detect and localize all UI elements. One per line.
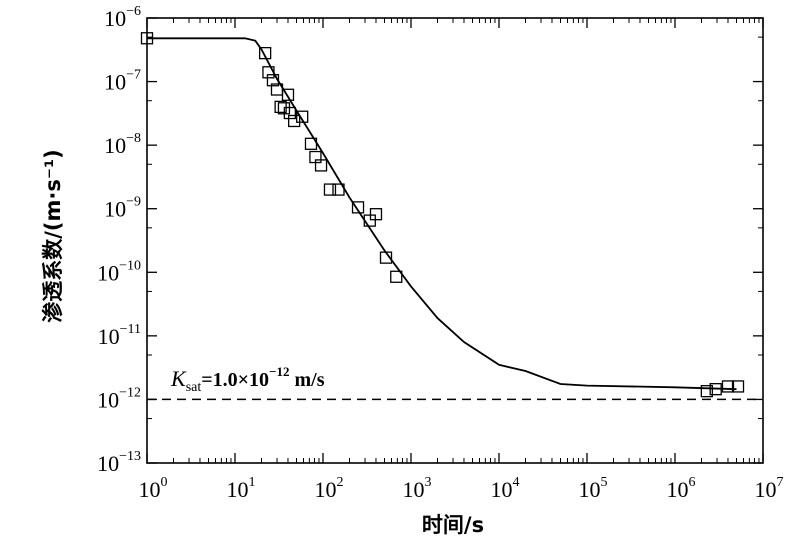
series-lines	[147, 37, 763, 401]
y-tick-label: 10−7	[104, 68, 141, 95]
x-axis-label: 时间/s	[422, 513, 484, 537]
data-point	[721, 380, 735, 393]
data-point	[266, 74, 280, 87]
y-tick-label: 10−6	[104, 4, 141, 31]
data-point	[351, 201, 365, 214]
data-point	[304, 137, 318, 150]
data-point	[379, 251, 393, 264]
data-markers	[140, 32, 745, 398]
y-tick-label: 10−12	[97, 385, 141, 412]
ksat-annotation: Ksat=1.0×10−12 m/s	[170, 364, 325, 395]
x-tick-label: 104	[491, 475, 520, 502]
data-point	[314, 159, 328, 172]
data-point	[731, 380, 745, 393]
x-tick-label: 105	[579, 475, 608, 502]
x-tick-label: 102	[315, 475, 344, 502]
x-tick-label: 103	[403, 475, 432, 502]
data-point	[296, 110, 309, 123]
x-tick-labels: 100 101 102 103 104 105 106 107	[139, 475, 784, 502]
tick-marks	[146, 17, 764, 464]
x-tick-label: 106	[667, 475, 696, 502]
y-axis-label: 渗透系数/(m·s⁻¹)	[41, 149, 65, 323]
data-point	[363, 214, 376, 227]
x-tick-label: 107	[755, 475, 784, 502]
y-tick-labels: 10−6 10−7 10−8 10−9 10−10 10−11 10−12 10−13	[97, 4, 141, 476]
y-tick-label: 10−11	[98, 322, 141, 349]
data-point	[140, 32, 154, 45]
data-point	[369, 208, 383, 221]
data-point	[258, 46, 272, 60]
data-point	[274, 100, 287, 114]
data-point	[323, 183, 337, 196]
data-point	[262, 66, 275, 79]
data-point	[287, 114, 301, 128]
data-point	[709, 383, 722, 396]
data-point	[700, 384, 713, 398]
y-tick-label: 10−10	[97, 258, 141, 285]
x-tick-label: 101	[227, 475, 256, 502]
fit-curve	[147, 37, 737, 391]
data-point	[332, 183, 345, 196]
y-tick-label: 10−8	[104, 131, 141, 158]
y-tick-label: 10−9	[104, 195, 141, 222]
plot-frame	[146, 17, 764, 464]
data-point	[390, 270, 403, 283]
y-tick-label: 10−13	[97, 449, 141, 476]
data-point	[281, 88, 295, 101]
axes	[146, 17, 764, 464]
x-tick-label: 100	[139, 475, 168, 502]
data-point	[283, 106, 296, 120]
